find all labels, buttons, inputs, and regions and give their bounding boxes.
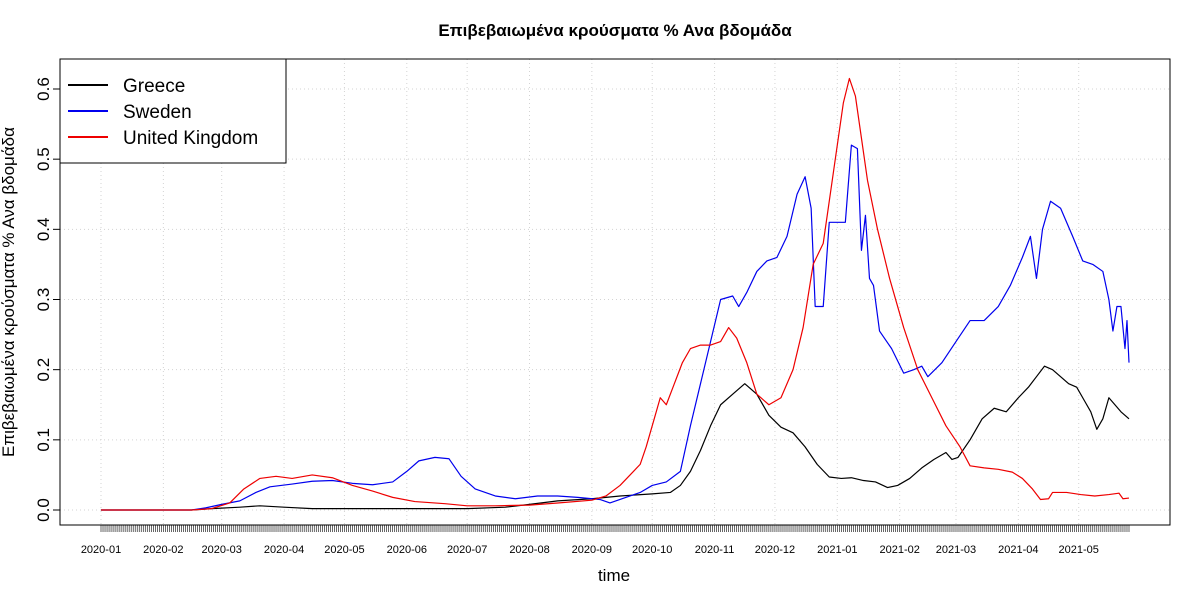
plot-frame	[59, 58, 1171, 526]
x-tick-label: 2020-08	[509, 544, 549, 556]
x-tick-label: 2021-05	[1059, 544, 1099, 556]
series-group	[101, 77, 1130, 511]
x-tick-label: 2020-02	[143, 544, 183, 556]
y-tick-label: 0.1	[34, 428, 53, 452]
x-tick-label: 2020-04	[264, 544, 304, 556]
legend-label-sweden: Sweden	[123, 102, 192, 123]
x-tick-label: 2021-04	[998, 544, 1038, 556]
x-tick-label: 2020-05	[324, 544, 364, 556]
legend: Greece Sweden United Kingdom	[59, 58, 287, 164]
legend-label-greece: Greece	[123, 76, 185, 97]
x-tick-label: 2020-12	[755, 544, 795, 556]
chart-title: Επιβεβαιωμένα κρούσματα % Ανα βδομάδα	[438, 21, 792, 40]
x-tick-label: 2020-06	[387, 544, 427, 556]
y-tick-label: 0.3	[34, 288, 53, 312]
x-tick-label: 2020-01	[81, 544, 121, 556]
x-tick-label: 2021-03	[936, 544, 976, 556]
x-tick-label: 2020-09	[572, 544, 612, 556]
series-line-greece	[101, 365, 1130, 511]
series-line-sweden	[101, 144, 1130, 511]
y-tick-label: 0.0	[34, 498, 53, 522]
x-tick-label: 2021-01	[817, 544, 857, 556]
x-axis: 2020-01 2020-02 2020-03 2020-04 2020-05 2020-…	[81, 525, 1130, 556]
x-tick-label: 2021-02	[879, 544, 919, 556]
y-axis: 0.0 0.1 0.2 0.3 0.4 0.5 0.6	[34, 77, 60, 522]
series-line-united-kingdom	[101, 77, 1130, 511]
legend-label-united-kingdom: United Kingdom	[123, 128, 258, 149]
x-axis-label: time	[598, 566, 630, 585]
y-tick-label: 0.6	[34, 77, 53, 101]
y-tick-label: 0.2	[34, 358, 53, 382]
x-tick-label: 2020-11	[695, 544, 735, 556]
x-tick-label: 2020-07	[447, 544, 487, 556]
x-tick-label: 2020-03	[202, 544, 242, 556]
y-tick-label: 0.5	[34, 147, 53, 171]
x-daily-ticks	[100, 525, 1130, 532]
grid	[60, 59, 1170, 525]
y-tick-label: 0.4	[34, 218, 53, 242]
y-axis-label: Επιβεβαιωμένα κρούσματα % Ανα βδομάδα	[0, 127, 18, 457]
x-tick-label: 2020-10	[632, 544, 672, 556]
